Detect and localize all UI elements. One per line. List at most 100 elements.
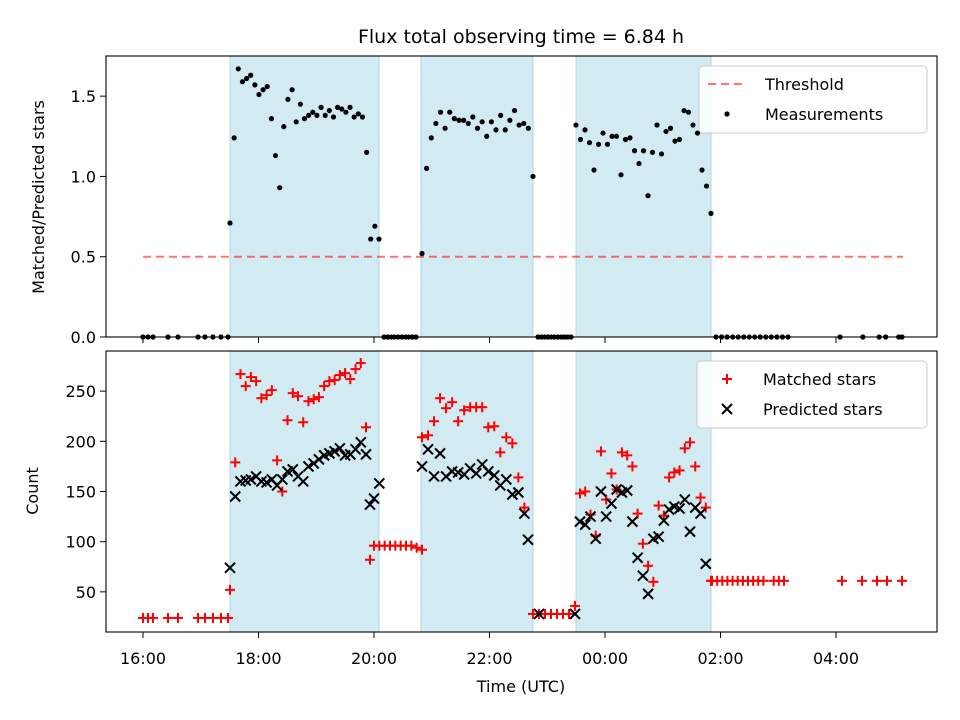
- matched-star-point: [361, 422, 371, 433]
- matched-star-point: [459, 405, 470, 416]
- x-stroke: [373, 477, 386, 490]
- x-stroke: [360, 448, 372, 461]
- x-stroke: [663, 503, 675, 516]
- matched-star-point: [477, 402, 488, 413]
- predicted-star-point: [518, 507, 531, 520]
- matched-star-point: [637, 538, 648, 549]
- matched-star-point: [287, 388, 298, 399]
- matched-star-point: [235, 369, 246, 380]
- ratio-panel: 0.0 0.5 1.0 1.5 Matched/Predicted stars Thr…: [29, 55, 938, 347]
- measurement-point: [631, 148, 638, 154]
- measurement-point: [600, 130, 606, 136]
- predicted-star-point: [428, 470, 440, 483]
- matched-star-point: [223, 612, 233, 623]
- matched-star-point: [580, 486, 591, 497]
- matched-star-point: [411, 542, 422, 553]
- x-stroke: [679, 493, 691, 506]
- measurement-point: [586, 140, 593, 146]
- x-stroke: [658, 514, 670, 527]
- x-stroke: [579, 518, 591, 531]
- predicted-star-point: [500, 473, 513, 486]
- matched-star-point: [575, 488, 585, 499]
- predicted-star-point: [373, 477, 386, 490]
- measurement-point: [703, 183, 710, 189]
- y-tick-label: 250: [65, 382, 96, 401]
- x-stroke: [302, 460, 315, 473]
- matched-star-point: [483, 422, 494, 433]
- count-y-label: Count: [23, 467, 42, 515]
- x-stroke: [245, 473, 257, 486]
- measurement-point: [681, 107, 687, 114]
- matched-star-point: [350, 364, 361, 375]
- measurement-point: [516, 122, 522, 128]
- measurement-point: [347, 104, 353, 110]
- predicted-star-point: [637, 570, 649, 582]
- count-panel: 50 100 150 200 250 16:00 18:00 20:00 22:00 00:00…: [23, 350, 938, 696]
- measurement-point: [442, 125, 448, 131]
- x-stroke: [605, 497, 618, 510]
- measurement-point: [530, 173, 536, 180]
- measurement-point: [622, 136, 629, 143]
- matched-star-point: [435, 393, 446, 404]
- x-stroke: [533, 608, 545, 620]
- legend-box: [696, 360, 928, 429]
- measurement-point: [359, 114, 366, 120]
- measurement-point: [326, 107, 332, 114]
- measurement-point: [618, 172, 624, 178]
- ratio-x-ticks: [142, 337, 837, 343]
- measurement-point: [372, 223, 378, 229]
- predicted-star-point: [328, 445, 341, 458]
- x-stroke: [610, 483, 623, 496]
- chart-title: Flux total observing time = 6.84 h: [358, 26, 684, 48]
- measurement-point: [310, 109, 316, 115]
- matched-star-point: [447, 397, 458, 408]
- measurement-point: [318, 104, 324, 110]
- x-stroke: [673, 502, 686, 515]
- matched-star-point: [319, 381, 330, 392]
- x-stroke: [476, 458, 488, 471]
- matched-star-point: [513, 472, 524, 483]
- matched-star-point: [648, 576, 659, 587]
- matched-star-point: [519, 502, 530, 513]
- measurement-point: [243, 75, 250, 82]
- x-stroke: [700, 558, 712, 570]
- measurement-point: [474, 125, 481, 131]
- measurement-point: [511, 107, 518, 114]
- matched-star-point: [308, 394, 319, 405]
- x-stroke: [287, 463, 299, 476]
- x-stroke: [689, 501, 701, 514]
- measurement-point: [627, 135, 633, 141]
- predicted-star-point: [584, 510, 597, 523]
- matched-star-point: [495, 447, 506, 458]
- measurement-point: [289, 87, 295, 93]
- measurement-point: [424, 165, 430, 171]
- predicted-star-point: [663, 503, 675, 516]
- matched-star-point: [298, 417, 309, 428]
- measurement-point: [507, 117, 513, 123]
- predicted-star-point: [600, 510, 612, 523]
- measurement-point: [437, 109, 444, 115]
- matched-star-point: [313, 392, 324, 403]
- predicted-star-point: [224, 562, 236, 574]
- predicted-star-point: [334, 442, 346, 455]
- predicted-star-point: [684, 525, 696, 538]
- x-stroke: [446, 465, 458, 478]
- measurement-point: [699, 167, 705, 173]
- measurement-point: [272, 152, 279, 159]
- matched-star-point: [564, 608, 574, 619]
- x-stroke: [368, 492, 380, 505]
- predicted-star-point: [302, 460, 315, 473]
- predicted-star-point: [287, 463, 299, 476]
- measurement-point: [573, 122, 579, 128]
- measurement-point: [419, 250, 425, 257]
- matched-star-point: [230, 457, 241, 468]
- predicted-star-point: [368, 492, 380, 505]
- matched-star-point: [453, 416, 464, 427]
- night-band: [575, 350, 712, 633]
- measurement-point: [306, 112, 312, 119]
- x-stroke: [364, 498, 376, 511]
- predicted-star-point: [434, 447, 446, 460]
- matched-star-point: [329, 375, 340, 386]
- measurement-point: [640, 148, 647, 154]
- count-x-axis: 16:00 18:00 20:00 22:00 00:00 02:00 04:00: [120, 632, 859, 668]
